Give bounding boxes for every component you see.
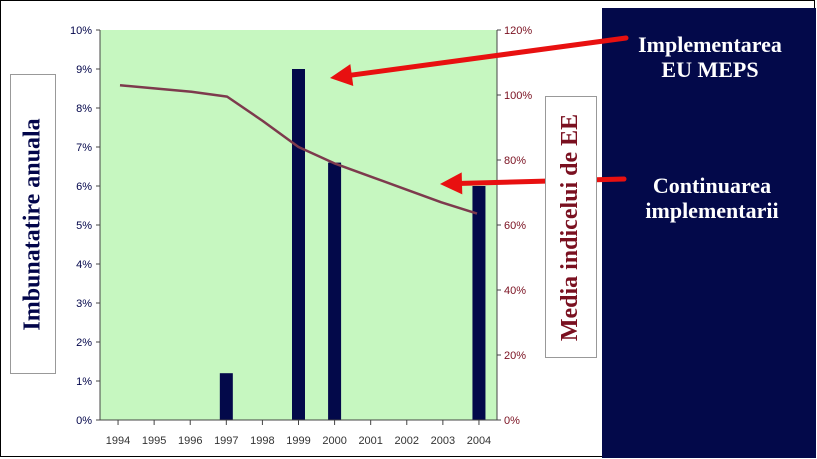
x-tick-label: 1999 <box>286 435 310 447</box>
annotation-continuation-line-2: implementarii <box>645 198 779 223</box>
right-tick-label: 0% <box>504 415 520 427</box>
x-tick-label: 1996 <box>178 435 202 447</box>
left-tick-label: 1% <box>76 376 92 388</box>
x-tick-label: 1997 <box>214 435 238 447</box>
right-tick-label: 60% <box>504 220 526 232</box>
annotation-meps-line-2: EU MEPS <box>661 57 759 82</box>
left-tick-label: 3% <box>76 298 92 310</box>
right-tick-label: 80% <box>504 155 526 167</box>
bar-2000 <box>328 162 342 420</box>
annotation-continuation-line-1: Continuarea <box>652 173 772 198</box>
right-tick-label: 120% <box>504 25 532 37</box>
bar-1999 <box>292 69 305 420</box>
x-tick-label: 1994 <box>106 435 130 447</box>
right-axis-title: Media indicelui de EE <box>557 113 584 341</box>
right-tick-label: 20% <box>504 350 526 362</box>
x-tick-label: 2004 <box>467 435 491 447</box>
right-tick-label: 40% <box>504 285 526 297</box>
left-tick-label: 7% <box>76 142 92 154</box>
axes: 0% 1% 2% 3% 4% 5% 6% 7% 8% 9% 10% 0% 20% 40% 60% 80% 100… <box>70 25 532 447</box>
x-tick-label: 2000 <box>322 435 346 447</box>
left-tick-label: 4% <box>76 259 92 271</box>
arrow-meps-head <box>330 64 354 86</box>
annotation-meps-line-1: Implementarea <box>638 32 782 57</box>
left-axis-title: Imbunatatire anuala <box>19 117 46 331</box>
x-tick-label: 2003 <box>431 435 455 447</box>
left-tick-label: 2% <box>76 337 92 349</box>
right-tick-label: 100% <box>504 90 532 102</box>
left-tick-label: 5% <box>76 220 92 232</box>
x-tick-label: 2001 <box>358 435 382 447</box>
left-tick-label: 9% <box>76 64 92 76</box>
x-tick-label: 1995 <box>142 435 166 447</box>
dark-side-panel <box>602 8 816 458</box>
bar-series <box>219 69 486 420</box>
arrow-meps-shaft <box>349 35 629 78</box>
left-axis-title-box: Imbunatatire anuala <box>10 74 56 374</box>
right-axis-title-box: Media indicelui de EE <box>545 96 597 358</box>
x-tick-label: 2002 <box>395 435 419 447</box>
bar-2004 <box>472 186 486 420</box>
annotation-continuation: Continuarea implementarii <box>612 173 812 223</box>
left-tick-label: 8% <box>76 103 92 115</box>
left-tick-label: 6% <box>76 181 92 193</box>
ee-index-line <box>119 84 478 215</box>
left-tick-label: 0% <box>76 415 92 427</box>
line-series <box>119 84 478 215</box>
left-tick-label: 10% <box>70 25 92 37</box>
arrow-meps <box>330 35 629 86</box>
bar-1997 <box>219 373 233 420</box>
arrow-continuation-head <box>440 172 463 195</box>
annotation-meps: Implementarea EU MEPS <box>605 32 815 82</box>
x-tick-label: 1998 <box>250 435 274 447</box>
